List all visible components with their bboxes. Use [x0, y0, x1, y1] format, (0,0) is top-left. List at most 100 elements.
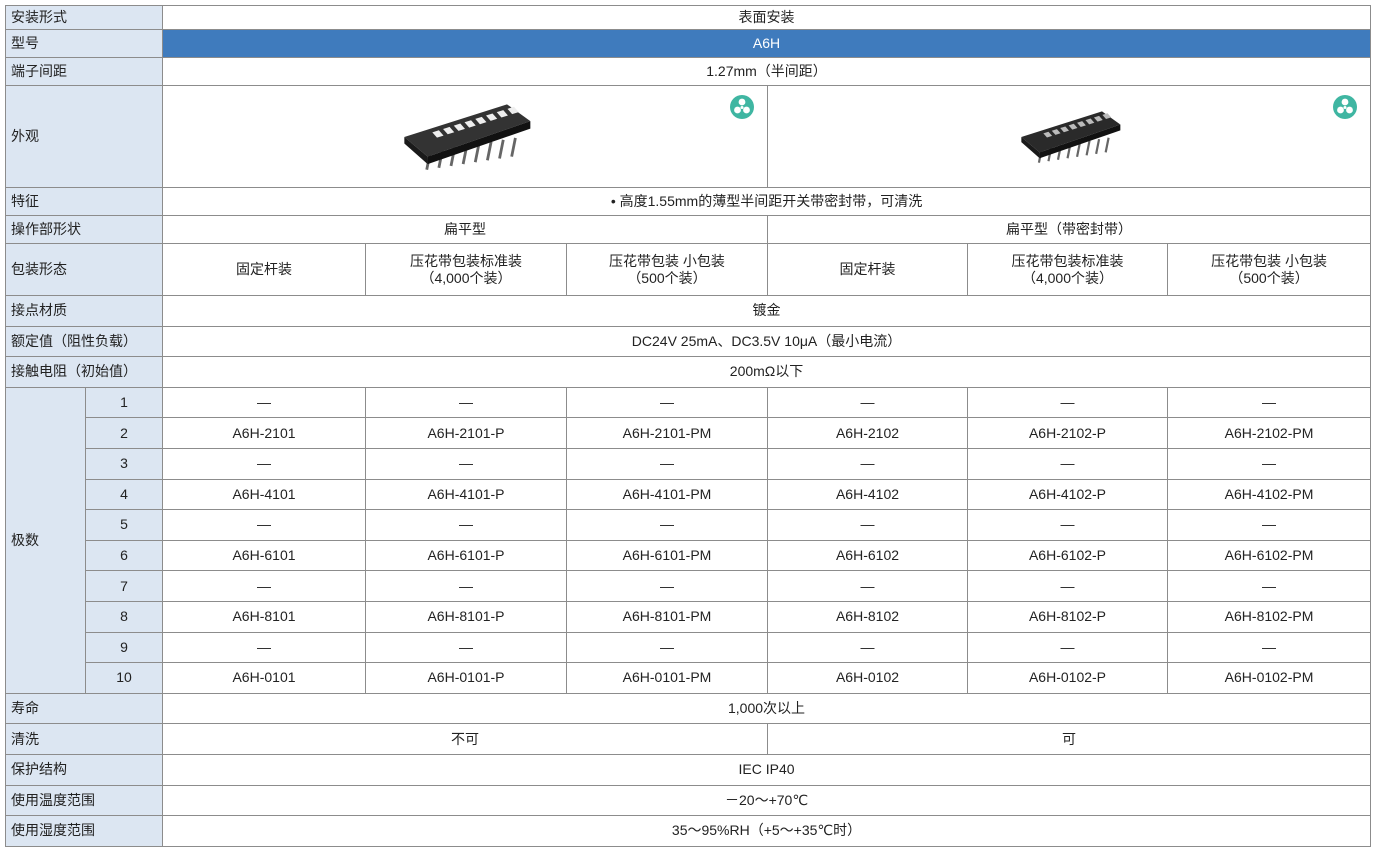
row-label: 使用温度范围: [5, 784, 163, 817]
table-row: 6 A6H-6101 A6H-6101-P A6H-6101-PM A6H-6102 A6…: [6, 539, 1372, 572]
packaging-text: 压花带包装标准装: [1011, 252, 1124, 269]
model-number: A6H-6102-P: [967, 539, 1168, 572]
model-number: A6H-4102: [767, 478, 968, 511]
model-number: —: [566, 570, 768, 602]
model-number: A6H-0102: [767, 662, 968, 694]
spec-table: 安装形式 表面安装 型号 A6H 端子间距 1.27mm（半间距） 外观 特征 • 高度1.55…: [5, 5, 1372, 847]
model-number: —: [967, 509, 1168, 541]
model-number: A6H-4102-PM: [1166, 478, 1372, 511]
row-label: 寿命: [5, 692, 163, 725]
pole-number: 6: [85, 539, 163, 572]
model-number: A6H-8101-P: [365, 600, 567, 633]
model-number: —: [365, 631, 567, 664]
table-row: 安装形式 表面安装: [5, 5, 1372, 30]
model-number: —: [767, 386, 968, 419]
row-value: 不可: [162, 723, 768, 755]
model-number: —: [967, 570, 1168, 602]
row-value: A6H: [161, 29, 1372, 58]
packaging-cell: 压花带包装 小包装 （500个装）: [566, 243, 768, 296]
row-label: 安装形式: [5, 5, 163, 30]
model-number: A6H-8101-PM: [566, 600, 768, 633]
pole-number: 7: [85, 570, 163, 602]
table-row: 7— — — — — —: [6, 570, 1372, 602]
table-row: 使用湿度范围 35～95%RH（+5～+35℃时）: [5, 815, 1372, 847]
product-image: [404, 103, 531, 170]
table-row: 4 A6H-4101 A6H-4101-P A6H-4101-PM A6H-4102 A6…: [6, 478, 1372, 511]
model-number: A6H-4102-P: [967, 478, 1168, 511]
table-row: 保护结构 IEC IP40: [5, 753, 1372, 786]
row-value: 1,000次以上: [161, 692, 1372, 725]
model-number: —: [967, 631, 1168, 664]
model-number: —: [162, 386, 366, 419]
row-value: IEC IP40: [161, 753, 1372, 786]
packaging-text: 固定杆装: [236, 261, 292, 277]
model-number: —: [767, 509, 968, 541]
packaging-cell: 固定杆装: [162, 243, 366, 296]
table-row: 操作部形状 扁平型 扁平型（带密封带）: [5, 215, 1372, 244]
packaging-text: （500个装）: [1229, 269, 1309, 286]
row-label: 包装形态: [5, 243, 163, 296]
table-body: 安装形式 表面安装 型号 A6H 端子间距 1.27mm（半间距） 外观 特征 • 高度1.55…: [5, 5, 1372, 847]
model-number: —: [767, 570, 968, 602]
row-label: 保护结构: [5, 753, 163, 786]
table-row: 接点材质 镀金: [5, 295, 1372, 327]
model-number: A6H-2102-P: [967, 417, 1168, 449]
row-value: 扁平型: [162, 215, 768, 244]
row-value: 35～95%RH（+5～+35℃时）: [161, 815, 1372, 847]
packaging-cell: 压花带包装标准装 （4,000个装）: [967, 243, 1168, 296]
row-label: 型号: [5, 29, 163, 58]
model-number: A6H-6101-P: [365, 539, 567, 572]
row-label: 接点材质: [5, 295, 163, 327]
table-row: 型号 A6H: [5, 29, 1372, 58]
eco-icon: [730, 95, 754, 119]
packaging-text: 固定杆装: [839, 261, 896, 277]
pole-number: 1: [85, 386, 163, 419]
table-row: 包装形态 固定杆装 压花带包装标准装 （4,000个装） 压花带包装 小包装 （500个装…: [5, 243, 1372, 296]
model-number: A6H-8102-P: [967, 600, 1168, 633]
model-number: A6H-6101-PM: [566, 539, 768, 572]
model-number: A6H-2102: [767, 417, 968, 449]
row-label: 极数: [5, 386, 86, 694]
model-number: A6H-0101-P: [365, 662, 567, 694]
model-number: —: [1166, 447, 1372, 480]
model-number: A6H-6102: [767, 539, 968, 572]
model-number: —: [1166, 386, 1372, 419]
table-row: 接触电阻（初始值） 200mΩ以下: [5, 356, 1372, 388]
model-number: A6H-8102-PM: [1166, 600, 1372, 633]
model-number: —: [162, 570, 366, 602]
spec-sheet: 安装形式 表面安装 型号 A6H 端子间距 1.27mm（半间距） 外观 特征 • 高度1.55…: [5, 5, 1372, 847]
model-number: —: [365, 386, 567, 419]
table-row: 寿命 1,000次以上: [5, 692, 1372, 725]
row-label: 接触电阻（初始值）: [5, 356, 163, 388]
pole-number: 10: [85, 662, 163, 694]
model-number: A6H-0101: [162, 662, 366, 694]
row-value: • 高度1.55mm的薄型半间距开关带密封带，可清洗: [161, 187, 1372, 216]
table-row: 8 A6H-8101 A6H-8101-P A6H-8101-PM A6H-8102 A6…: [6, 600, 1372, 633]
model-number: —: [967, 447, 1168, 480]
model-number: —: [365, 570, 567, 602]
model-number: A6H-0101-PM: [566, 662, 768, 694]
row-value: 200mΩ以下: [161, 356, 1372, 388]
packaging-text: 压花带包装 小包装: [1211, 252, 1327, 269]
model-number: —: [1166, 570, 1372, 602]
table-row: 极数 1— — — — — —: [5, 386, 1372, 694]
packaging-text: （4,000个装）: [420, 269, 512, 286]
table-row: 3— — — — — —: [6, 447, 1372, 480]
pole-number: 4: [85, 478, 163, 511]
table-row: 特征 • 高度1.55mm的薄型半间距开关带密封带，可清洗: [5, 187, 1372, 216]
packaging-cell: 压花带包装标准装 （4,000个装）: [365, 243, 567, 296]
table-row: 使用温度范围 －20～+70℃: [5, 784, 1372, 817]
row-label: 清洗: [5, 723, 163, 755]
row-label: 特征: [5, 187, 163, 216]
model-number: A6H-4101-PM: [566, 478, 768, 511]
model-number: A6H-0102-P: [967, 662, 1168, 694]
model-number: —: [1166, 631, 1372, 664]
model-number: A6H-4101-P: [365, 478, 567, 511]
image-cell: [766, 85, 1372, 188]
packaging-text: 压花带包装 小包装: [609, 252, 725, 269]
model-number: —: [365, 447, 567, 480]
table-row: 清洗 不可可: [5, 723, 1372, 755]
model-number: —: [566, 509, 768, 541]
packaging-cell: 固定杆装: [767, 243, 968, 296]
model-number: —: [365, 509, 567, 541]
